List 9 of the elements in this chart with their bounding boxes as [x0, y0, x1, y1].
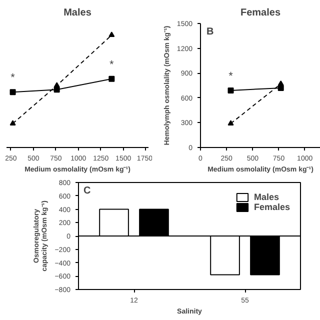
- annotation: *: [228, 70, 234, 82]
- chart-title: Females: [240, 8, 281, 18]
- legend-label: Males: [254, 192, 279, 202]
- chart-title: Males: [64, 8, 92, 18]
- annotation: B: [206, 26, 214, 38]
- annotation: C: [84, 186, 91, 196]
- annotation: *: [10, 72, 16, 84]
- legend-label: Females: [254, 202, 290, 212]
- annotation: *: [110, 58, 115, 71]
